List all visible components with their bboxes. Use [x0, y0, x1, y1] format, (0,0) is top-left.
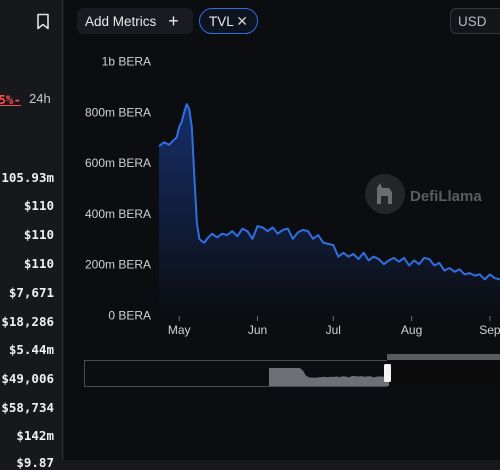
stat-value: $110 [23, 198, 54, 213]
x-tick-label: Sep [479, 323, 500, 337]
defillama-logo-icon [365, 174, 405, 214]
stat-value: 105.93m [1, 170, 54, 185]
range-window-top [387, 354, 500, 360]
stat-value: $5.44m [8, 342, 54, 357]
y-tick-label: 1b BERA [102, 55, 151, 69]
range-handle-left[interactable] [384, 364, 391, 382]
stat-value: $49,006 [1, 371, 54, 386]
tvl-chart[interactable]: DefiLlama 0 BERA 200m BERA 400m BERA 600m B… [64, 0, 500, 350]
range-window[interactable] [387, 360, 500, 387]
x-tick-label: Jul [326, 323, 341, 337]
tvl-metric-chip[interactable]: TVL ✕ [199, 8, 258, 34]
tvl-area [159, 104, 500, 315]
y-tick-label: 200m BERA [85, 258, 151, 272]
y-tick-label: 600m BERA [85, 156, 151, 170]
stat-value: $142m [16, 428, 54, 443]
range-preview-area [269, 368, 389, 386]
y-tick-label: 400m BERA [85, 207, 151, 221]
add-metrics-button[interactable]: Add Metrics + [77, 8, 193, 34]
tvl-chip-label: TVL [209, 13, 234, 29]
y-tick-label: 800m BERA [85, 105, 151, 119]
chart-panel: Add Metrics + TVL ✕ USD DefiLlama 0 BERA… [64, 0, 500, 460]
watermark-text: DefiLlama [410, 188, 482, 205]
bookmark-icon[interactable] [36, 13, 50, 30]
currency-selector[interactable]: USD [450, 8, 500, 34]
tvl-line [158, 103, 500, 281]
price-change-percent: -1.05% [0, 92, 21, 107]
stat-value: $9.87 [16, 455, 54, 470]
plus-icon: + [168, 11, 179, 31]
range-selector[interactable] [84, 354, 500, 390]
stat-value: $18,286 [1, 314, 54, 329]
x-tick-label: Jun [248, 323, 267, 337]
add-metrics-label: Add Metrics [85, 13, 157, 29]
x-tick-label: May [168, 323, 191, 337]
stat-value: $110 [23, 227, 54, 242]
x-tick-label: Aug [401, 323, 422, 337]
protocol-stats-panel: -1.05% 24h 105.93m $110 $110 $110 $7,671… [0, 0, 63, 470]
stat-value: $7,671 [8, 285, 54, 300]
stat-value: $110 [23, 256, 54, 271]
price-change-period: 24h [29, 91, 51, 106]
currency-label: USD [458, 13, 487, 29]
y-tick-label: 0 BERA [108, 309, 151, 323]
defillama-watermark: DefiLlama [365, 174, 482, 214]
close-icon[interactable]: ✕ [236, 12, 248, 29]
stat-value: $58,734 [1, 400, 54, 415]
